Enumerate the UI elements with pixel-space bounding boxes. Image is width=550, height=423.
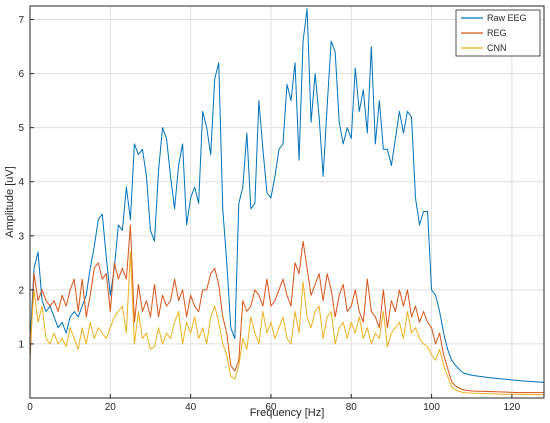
legend-entry: CNN [487, 43, 507, 53]
y-axis-label: Amplitude [uV] [4, 166, 16, 238]
x-tick-label: 20 [105, 402, 117, 413]
x-tick-label: 100 [423, 402, 440, 413]
series-line-raw-eeg [29, 8, 545, 383]
y-tick-label: 2 [18, 285, 24, 296]
grid [29, 6, 544, 398]
x-tick-label: 120 [504, 402, 521, 413]
x-axis-label: Frequency [Hz] [250, 407, 325, 419]
y-tick-label: 1 [18, 339, 24, 350]
legend: Raw EEG REG CNN [455, 9, 541, 57]
x-tick-label: 40 [185, 402, 197, 413]
x-tick-label: 60 [265, 402, 277, 413]
axis-ticks: 0 20 40 60 80 100 120 1 2 3 4 5 6 7 [18, 15, 520, 413]
y-tick-label: 3 [18, 231, 24, 242]
series-line-reg [29, 224, 544, 394]
plot-frame [29, 5, 545, 399]
y-tick-label: 5 [18, 123, 24, 134]
series-group [29, 8, 545, 396]
legend-entry: REG [487, 28, 507, 38]
x-tick-label: 0 [27, 402, 33, 413]
y-tick-label: 6 [18, 69, 24, 80]
y-tick-label: 7 [18, 15, 24, 26]
y-tick-label: 4 [18, 177, 24, 188]
series-line-cnn [29, 251, 545, 396]
x-tick-label: 80 [346, 402, 358, 413]
legend-entry: Raw EEG [487, 13, 527, 23]
plot-area [30, 6, 544, 398]
